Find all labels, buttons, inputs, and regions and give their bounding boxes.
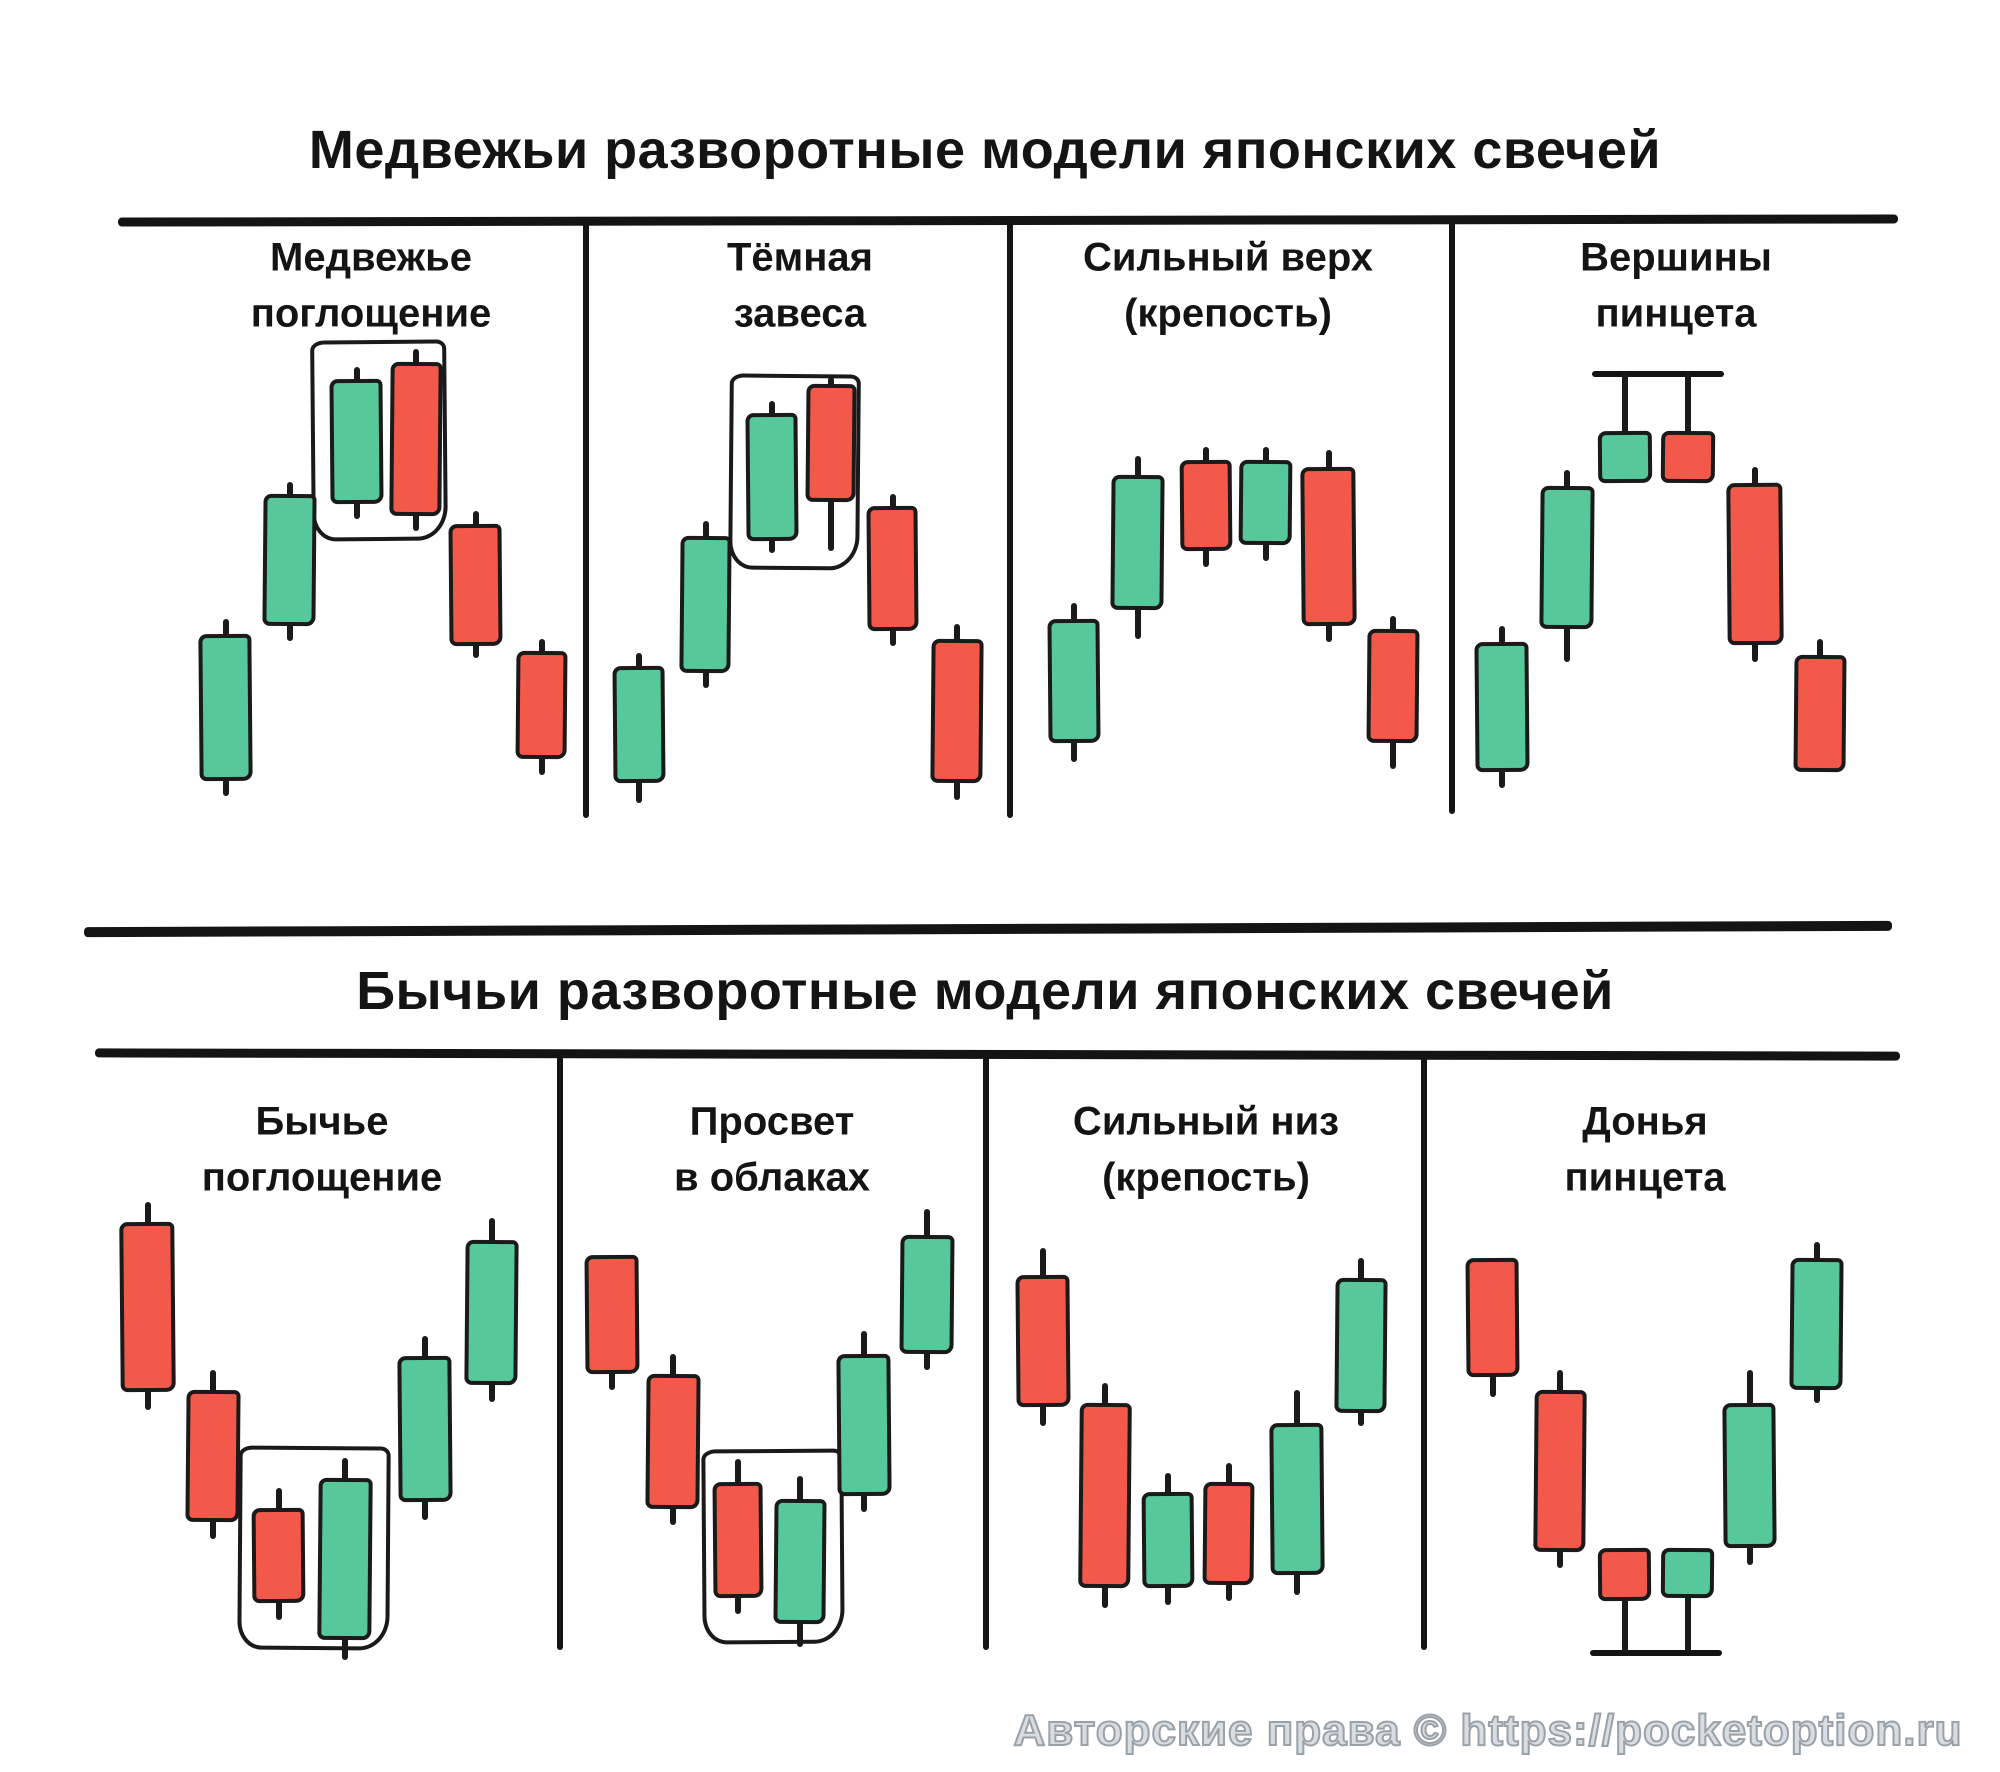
section-title-bearish: Медвежьи разворотные модели японских све… <box>308 120 1662 180</box>
panel-label-strong-bottom-fortress: (крепость) <box>1102 1155 1310 1200</box>
panel-divider-line <box>557 1056 563 1650</box>
panel-divider-line <box>1421 1056 1427 1650</box>
candle-green <box>1660 1547 1715 1599</box>
panel-divider-line <box>583 222 589 818</box>
panel-label-dark-cloud-cover: завеса <box>733 291 867 336</box>
panel-label-strong-bottom-fortress: Сильный низ <box>1072 1099 1340 1144</box>
panel-label-bullish-engulfing: Бычье <box>255 1099 389 1144</box>
candle-wick <box>1684 1548 1691 1652</box>
panel-label-tweezer-tops: пинцета <box>1595 291 1757 336</box>
panel-label-piercing-line: в облаках <box>673 1155 871 1200</box>
section-title-bullish: Бычьи разворотные модели японских свечей <box>356 961 1614 1021</box>
candle-wick <box>1685 372 1691 483</box>
candle-green <box>1789 1257 1844 1391</box>
candle-red <box>1533 1389 1587 1553</box>
panel-label-piercing-line: Просвет <box>689 1099 855 1144</box>
candle-wick <box>1622 372 1628 483</box>
watermark-copyright: Авторские права © https://pocketoption.r… <box>1013 1705 1963 1756</box>
panel-label-tweezer-tops: Вершины <box>1580 235 1772 280</box>
tweezer-level-line <box>1590 1650 1722 1656</box>
panel-label-tweezer-bottoms: Донья <box>1582 1099 1708 1144</box>
tweezer-level-line <box>1592 371 1724 377</box>
panel-label-bullish-engulfing: поглощение <box>201 1155 443 1200</box>
panel-divider-line <box>1007 222 1013 818</box>
panel-divider-line <box>983 1056 989 1650</box>
panel-label-dark-cloud-cover: Тёмная <box>726 235 874 280</box>
panel-label-strong-top-fortress: (крепость) <box>1124 291 1332 336</box>
panel-divider-line <box>1449 222 1455 814</box>
panel-label-bearish-engulfing: поглощение <box>250 291 492 336</box>
candle-red <box>1465 1257 1520 1378</box>
panel-label-tweezer-bottoms: пинцета <box>1564 1155 1726 1200</box>
panel-label-bearish-engulfing: Медвежье <box>270 235 472 280</box>
panel-label-strong-top-fortress: Сильный верх <box>1083 235 1373 280</box>
candle-green <box>1722 1402 1777 1549</box>
candle-red <box>1597 1547 1652 1602</box>
